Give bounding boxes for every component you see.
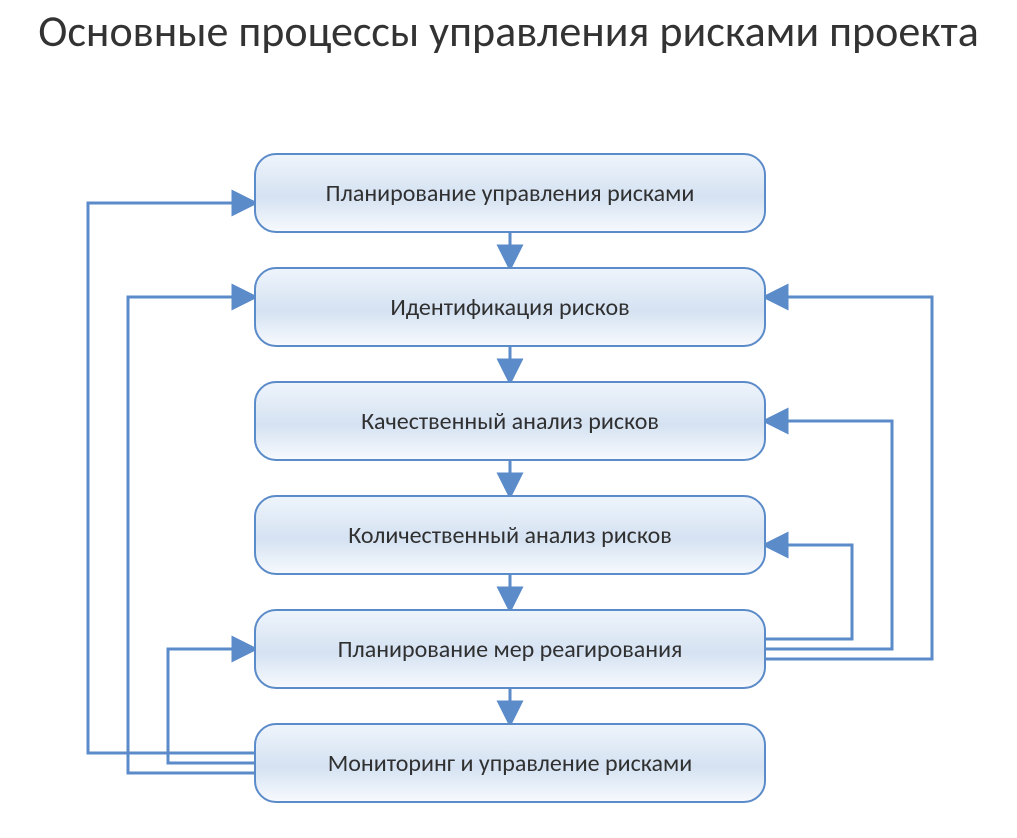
edge-left-6 [128,297,254,773]
flowchart-node-n1: Идентификация рисков [254,267,766,347]
page-title: Основные процессы управления рисками про… [0,6,1017,57]
flowchart-node-label: Планирование мер реагирования [338,635,683,664]
flowchart-node-label: Планирование управления рисками [326,179,695,208]
flowchart-node-label: Мониторинг и управление рисками [328,749,693,778]
flowchart-node-n5: Мониторинг и управление рисками [254,723,766,803]
flowchart-node-n0: Планирование управления рисками [254,153,766,233]
flowchart-node-n3: Количественный анализ рисков [254,495,766,575]
edge-left-7 [168,649,254,763]
flowchart-node-n2: Качественный анализ рисков [254,381,766,461]
flowchart-node-label: Качественный анализ рисков [361,407,659,436]
flowchart-node-n4: Планирование мер реагирования [254,609,766,689]
edge-left-5 [88,203,254,753]
flowchart-node-label: Идентификация рисков [390,293,629,322]
edge-right-8 [766,297,932,659]
flowchart-node-label: Количественный анализ рисков [348,521,672,550]
edge-right-9 [766,421,892,649]
edge-right-10 [766,545,852,639]
